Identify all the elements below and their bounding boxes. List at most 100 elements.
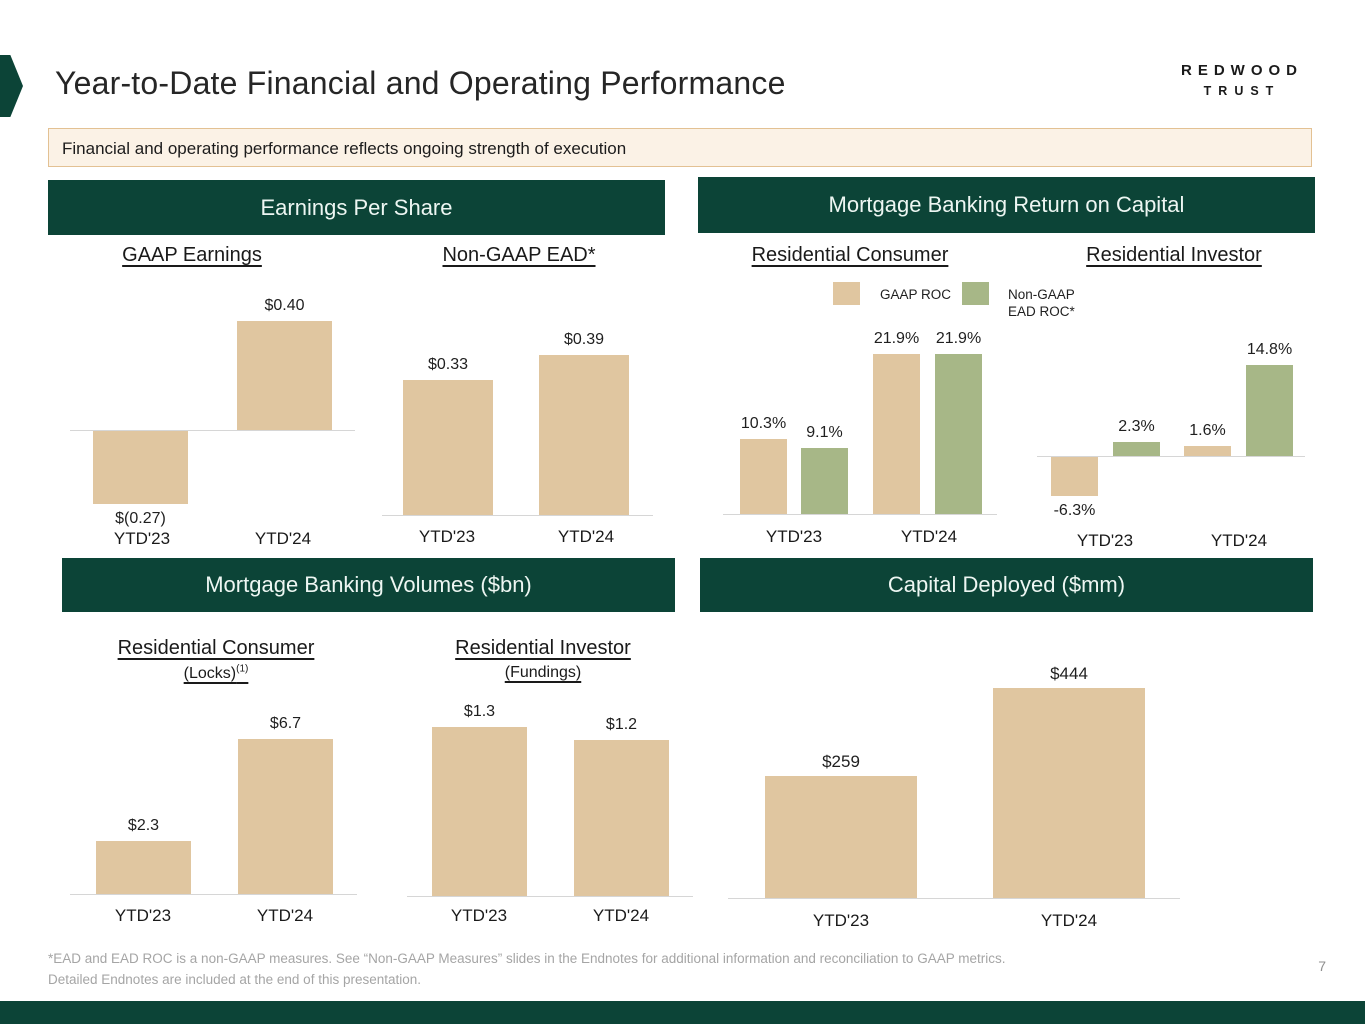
bar-roc_consumer-2 xyxy=(873,354,920,514)
subheader-volumes-consumer-text: Residential Consumer xyxy=(117,637,315,659)
subheader-volumes-consumer-locks: (Locks)(1) xyxy=(183,664,249,683)
bar-roc_consumer-0 xyxy=(740,439,787,514)
bar-value-label: $1.3 xyxy=(463,703,496,720)
axis-line xyxy=(407,896,693,897)
bar-value-label: 21.9% xyxy=(935,330,982,347)
logo-line2: TRUST xyxy=(1203,84,1281,98)
axis-line xyxy=(382,515,653,516)
axis-category-label: YTD'23 xyxy=(418,527,476,546)
bar-value-label: 1.6% xyxy=(1189,422,1226,439)
header-earnings-per-share: Earnings Per Share xyxy=(48,180,665,235)
bar-locks-1 xyxy=(238,739,333,894)
subheader-volumes-investor-text: Residential Investor xyxy=(455,637,631,659)
bar-value-label: $259 xyxy=(822,752,860,771)
chart-volumes-fundings: $1.3 $1.2 YTD'23 YTD'24 xyxy=(407,700,693,930)
page-title: Year-to-Date Financial and Operating Per… xyxy=(55,65,786,101)
title-chevron-icon xyxy=(0,55,23,117)
bar-roc_investor-0 xyxy=(1051,457,1098,496)
footnote-marker-1: (1) xyxy=(236,664,249,675)
footnote: *EAD and EAD ROC is a non-GAAP measures.… xyxy=(48,948,1198,990)
bar-fundings-1 xyxy=(574,740,669,896)
bar-locks-0 xyxy=(96,841,191,894)
key-message-banner: Financial and operating performance refl… xyxy=(48,128,1312,167)
bar-value-label: 10.3% xyxy=(740,415,787,432)
axis-category-label: YTD'23 xyxy=(1076,531,1134,550)
chart-volumes-locks: $2.3 $6.7 YTD'23 YTD'24 xyxy=(70,700,357,930)
chart-capital-deployed: $259 $444 YTD'23 YTD'24 xyxy=(728,640,1180,930)
bar-value-label: $2.3 xyxy=(127,817,160,834)
axis-line xyxy=(70,430,355,431)
axis-category-label: YTD'24 xyxy=(1040,911,1098,930)
subheader-volumes-residential-investor: Residential Investor (Fundings) xyxy=(413,637,673,682)
bar-value-label: $0.33 xyxy=(427,356,469,373)
axis-category-label: YTD'24 xyxy=(1210,531,1268,550)
bar-fundings-0 xyxy=(432,727,527,896)
footer-bar xyxy=(0,1001,1365,1024)
legend-swatch-gaap-roc xyxy=(833,282,860,305)
bar-value-label: $1.2 xyxy=(605,716,638,733)
bar-value-label: 9.1% xyxy=(806,424,843,441)
header-mortgage-banking-volumes: Mortgage Banking Volumes ($bn) xyxy=(62,558,675,612)
bar-value-label: $444 xyxy=(1050,664,1088,683)
bar-roc_consumer-3 xyxy=(935,354,982,514)
axis-category-label: YTD'24 xyxy=(256,906,314,925)
axis-line xyxy=(723,514,997,515)
subheader-roc-residential-investor-text: Residential Investor xyxy=(1086,244,1262,266)
header-mortgage-banking-roc: Mortgage Banking Return on Capital xyxy=(698,177,1315,233)
chart-gaap-earnings: $(0.27) $0.40 YTD'23 YTD'24 xyxy=(70,297,355,550)
bar-ead_eps-0 xyxy=(403,380,493,515)
bar-value-label: $6.7 xyxy=(269,715,302,732)
axis-category-label: YTD'24 xyxy=(254,529,312,548)
bar-value-label: $0.39 xyxy=(563,331,605,348)
bar-value-label: -6.3% xyxy=(1053,502,1096,519)
axis-category-label: YTD'23 xyxy=(113,529,171,548)
bar-roc_investor-2 xyxy=(1184,446,1231,456)
chart-roc-residential-investor: -6.3% 2.3% 1.6% 14.8% YTD'23 YTD'24 xyxy=(1037,330,1305,554)
logo-line1: REDWOOD xyxy=(1181,62,1303,79)
legend-label-non-gaap-ead-roc: Non-GAAP EAD ROC* xyxy=(1008,287,1075,319)
axis-category-label: YTD'24 xyxy=(557,527,615,546)
bar-gaap_eps-0 xyxy=(93,431,188,504)
subheader-gaap-earnings-text: GAAP Earnings xyxy=(122,244,262,266)
axis-line xyxy=(728,898,1180,899)
axis-category-label: YTD'23 xyxy=(812,911,870,930)
bar-roc_consumer-1 xyxy=(801,448,848,514)
bar-value-label: 14.8% xyxy=(1246,341,1293,358)
subheader-non-gaap-ead: Non-GAAP EAD* xyxy=(389,244,649,267)
subheader-roc-residential-consumer: Residential Consumer xyxy=(720,244,980,267)
bar-value-label: 2.3% xyxy=(1118,418,1155,435)
legend-label-gaap-roc: GAAP ROC xyxy=(880,287,952,302)
bar-value-label: $0.40 xyxy=(264,297,305,314)
bar-value-label: $(0.27) xyxy=(115,510,166,527)
bar-value-label: 21.9% xyxy=(873,330,920,347)
bar-roc_investor-3 xyxy=(1246,365,1293,456)
axis-line xyxy=(1037,456,1305,457)
subheader-volumes-residential-consumer: Residential Consumer (Locks)(1) xyxy=(86,637,346,683)
footnote-line2: Detailed Endnotes are included at the en… xyxy=(48,972,422,987)
company-logo: REDWOOD TRUST xyxy=(1168,62,1316,98)
chart-non-gaap-ead: $0.33 $0.39 YTD'23 YTD'24 xyxy=(382,330,653,550)
bar-ead_eps-1 xyxy=(539,355,629,515)
axis-category-label: YTD'23 xyxy=(765,527,823,546)
axis-line xyxy=(70,894,357,895)
axis-category-label: YTD'24 xyxy=(592,906,650,925)
header-capital-deployed: Capital Deployed ($mm) xyxy=(700,558,1313,612)
locks-text: (Locks) xyxy=(183,665,237,683)
subheader-roc-residential-consumer-text: Residential Consumer xyxy=(751,244,949,266)
chart-roc-residential-consumer: 10.3% 9.1% 21.9% 21.9% YTD'23 YTD'24 xyxy=(723,330,997,550)
bar-gaap_eps-1 xyxy=(237,321,332,430)
subheader-roc-residential-investor: Residential Investor xyxy=(1044,244,1304,267)
axis-category-label: YTD'23 xyxy=(450,906,508,925)
fundings-text: (Fundings) xyxy=(504,664,582,681)
subheader-gaap-earnings: GAAP Earnings xyxy=(62,244,322,267)
page-number: 7 xyxy=(1318,958,1326,974)
axis-category-label: YTD'24 xyxy=(900,527,958,546)
axis-category-label: YTD'23 xyxy=(114,906,172,925)
legend-swatch-non-gaap-ead-roc xyxy=(962,282,989,305)
bar-capital-1 xyxy=(993,688,1145,898)
subheader-non-gaap-ead-text: Non-GAAP EAD* xyxy=(442,244,596,266)
bar-roc_investor-1 xyxy=(1113,442,1160,456)
bar-capital-0 xyxy=(765,776,917,898)
footnote-line1: *EAD and EAD ROC is a non-GAAP measures.… xyxy=(48,951,1006,966)
